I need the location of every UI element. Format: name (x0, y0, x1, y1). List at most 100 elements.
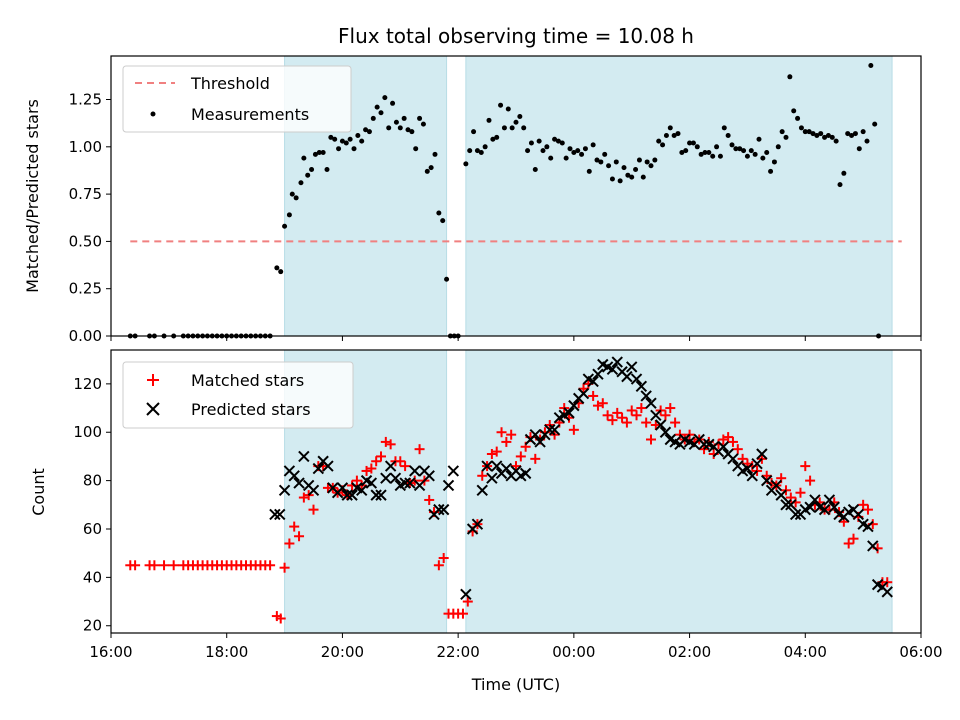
measurement-point (432, 151, 438, 157)
measurement-point (528, 140, 534, 146)
measurement-point (756, 136, 762, 142)
predicted-star-point (862, 520, 874, 533)
measurement-point (567, 146, 573, 152)
predicted-star-point (654, 419, 667, 431)
predicted-star-point (269, 508, 281, 521)
measurement-point (525, 148, 531, 154)
matched-star-point (159, 560, 170, 571)
predicted-star-point (491, 460, 503, 472)
matched-star-point (858, 499, 869, 510)
matched-star-point (424, 494, 435, 505)
bottom-y-ticks: 20 40 60 80 100 120 (73, 375, 111, 635)
measurement-point (417, 115, 423, 121)
measurement-point (420, 121, 426, 127)
measurement-point (768, 168, 774, 174)
measurement-point (397, 125, 403, 131)
predicted-star-point (630, 373, 643, 385)
measurement-point (324, 167, 330, 173)
top-legend-box (122, 65, 352, 133)
measurement-point (393, 119, 399, 125)
predicted-star-point (785, 499, 797, 511)
measurement-point (471, 129, 477, 135)
measurement-point (652, 157, 658, 163)
measurement-point (864, 138, 870, 144)
top-y-ticks: 0.00 0.25 0.50 0.75 1.00 1.25 (69, 91, 111, 345)
predicted-star-point (399, 477, 411, 489)
matched-star-point (665, 403, 676, 414)
predicted-star-point (534, 436, 546, 448)
measurement-point (559, 140, 565, 146)
measurement-point (517, 114, 523, 120)
predicted-star-point (659, 426, 672, 438)
measurement-point (629, 174, 635, 180)
measurement-point (690, 140, 696, 146)
matched-star-point (641, 417, 652, 428)
predicted-star-point (307, 484, 320, 496)
measurement-point (521, 125, 527, 131)
measurement-point (494, 134, 500, 140)
predicted-star-point (635, 380, 648, 392)
matched-star-point (491, 446, 502, 457)
predicted-star-point (881, 586, 893, 598)
predicted-star-point (756, 448, 768, 460)
measurement-point (482, 144, 488, 150)
predicted-star-point (298, 450, 310, 463)
matched-star-point (168, 560, 179, 571)
measurement-point (852, 131, 858, 137)
predicted-star-point (375, 489, 387, 501)
matched-star-point (149, 560, 160, 571)
measurement-point (683, 148, 689, 154)
measurement-point (609, 176, 615, 182)
measurement-point (698, 151, 704, 157)
bottom-legend: Matched stars Predicted stars (122, 361, 354, 429)
measurement-point (582, 146, 588, 152)
measurement-point (636, 157, 642, 163)
measurement-point (552, 136, 558, 142)
matched-star-point (626, 405, 637, 416)
matched-star-point (289, 521, 300, 532)
bottom-plot-frame (110, 349, 922, 634)
matched-star-point (727, 436, 738, 447)
measurement-point (444, 276, 450, 282)
matched-star-point (395, 456, 406, 467)
predicted-star-point (476, 484, 488, 496)
chart-title: Flux total observing time = 10.08 h (338, 24, 694, 48)
matched-star-point (660, 410, 671, 421)
bottom-y-axis-label: Count (29, 468, 48, 516)
matched-star-point (805, 475, 816, 486)
predicted-star-point (717, 441, 730, 453)
bottom-legend-label: Matched stars (191, 371, 304, 390)
predicted-star-point (274, 508, 286, 521)
measurement-point (579, 151, 585, 157)
matched-star-point (400, 461, 411, 472)
top-y-axis-label: Matched/Predicted stars (23, 99, 42, 293)
predicted-star-points (269, 356, 893, 601)
measurement-point (424, 168, 430, 174)
matched-star-point (631, 410, 642, 421)
matched-star-point (621, 417, 632, 428)
shaded-interval (465, 349, 893, 634)
measurement-point (606, 163, 612, 169)
measurement-point (621, 165, 627, 171)
measurement-point (405, 127, 411, 133)
matched-star-point (723, 432, 734, 443)
predicted-star-point (437, 503, 450, 516)
top-legend-label: Threshold (190, 74, 270, 93)
measurement-point (305, 172, 311, 178)
predicted-star-point (409, 465, 421, 477)
measurement-point (837, 182, 843, 188)
measurement-point (309, 167, 315, 173)
measurement-point (671, 132, 677, 138)
predicted-star-point (606, 363, 619, 376)
measurement-point (810, 131, 816, 137)
y-tick-label: 1.25 (69, 91, 102, 109)
matched-star-point (308, 504, 319, 515)
predicted-star-point (529, 428, 541, 441)
measurement-point (721, 125, 727, 131)
measurement-point (648, 163, 654, 169)
top-plot-frame (110, 55, 922, 337)
measurement-point (540, 148, 546, 154)
predicted-star-point (341, 489, 353, 501)
matched-star-point (578, 383, 589, 394)
measurement-points (127, 62, 882, 339)
